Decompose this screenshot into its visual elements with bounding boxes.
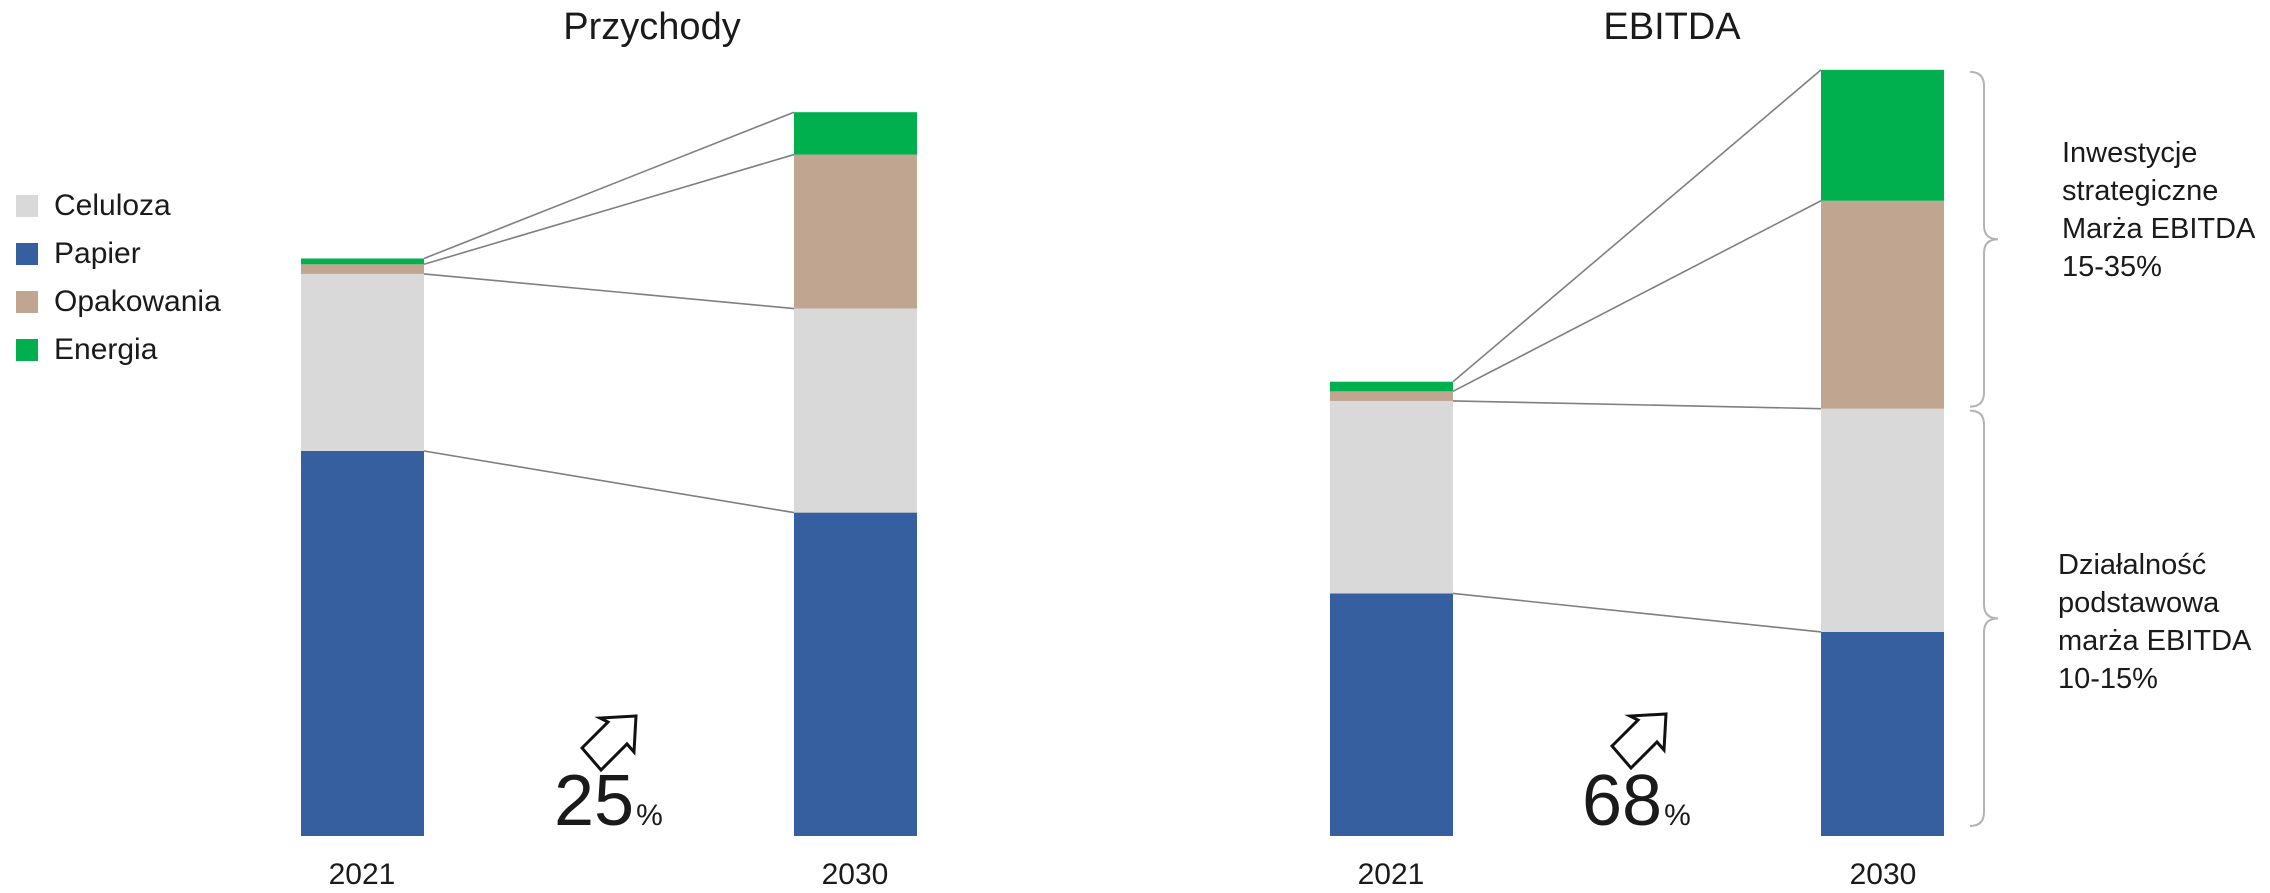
revenue-connector-line bbox=[423, 273, 795, 310]
revenue-growth-unit: % bbox=[636, 799, 663, 832]
bracket-label-line: Marża EBITDA bbox=[2062, 213, 2256, 245]
ebitda-growth-value: 68 bbox=[1582, 761, 1663, 841]
legend-item-celuloza: Celuloza bbox=[16, 182, 221, 230]
ebitda-bar-opakowania-2030 bbox=[1821, 200, 1944, 409]
revenue-bar-opakowania-2021 bbox=[301, 264, 424, 274]
revenue-connector-line bbox=[423, 450, 795, 514]
revenue-bar-energia-2030 bbox=[794, 112, 917, 155]
revenue-growth: 25% bbox=[554, 765, 663, 837]
ebitda-x-tick-2030: 2030 bbox=[1849, 858, 1917, 891]
revenue-chart-title: Przychody bbox=[563, 6, 741, 48]
legend: Celuloza Papier Opakowania Energia bbox=[16, 182, 221, 374]
ebitda-x-tick-2021: 2021 bbox=[1357, 858, 1425, 891]
revenue-connector-line bbox=[423, 111, 795, 260]
revenue-bar-energia-2021 bbox=[301, 258, 424, 265]
legend-swatch-opakowania bbox=[16, 291, 38, 313]
ebitda-connector-line bbox=[1452, 200, 1822, 393]
ebitda-connector-line bbox=[1452, 69, 1822, 383]
arrow-up-right-icon bbox=[1609, 712, 1668, 770]
bracket-label-line: Inwestycje bbox=[2062, 137, 2198, 169]
bracket-strategic bbox=[1969, 70, 1999, 408]
revenue-bar-papier-2030 bbox=[794, 512, 917, 836]
revenue-bar-celuloza-2021 bbox=[301, 273, 424, 451]
legend-item-opakowania: Opakowania bbox=[16, 278, 221, 326]
bracket-label-line: Działalność bbox=[2058, 549, 2207, 581]
legend-swatch-energia bbox=[16, 339, 38, 361]
ebitda-bar-papier-2030 bbox=[1821, 631, 1944, 836]
ebitda-bar-opakowania-2021 bbox=[1330, 391, 1453, 401]
ebitda-bar-celuloza-2021 bbox=[1330, 400, 1453, 594]
ebitda-bar-papier-2021 bbox=[1330, 593, 1453, 836]
legend-swatch-papier bbox=[16, 243, 38, 265]
legend-item-energia: Energia bbox=[16, 326, 221, 374]
ebitda-bar-energia-2021 bbox=[1330, 381, 1453, 392]
ebitda-connector-line bbox=[1452, 592, 1822, 633]
revenue-x-tick-2030: 2030 bbox=[821, 858, 889, 891]
legend-label: Opakowania bbox=[54, 285, 221, 318]
legend-label: Celuloza bbox=[54, 189, 171, 222]
ebitda-growth-unit: % bbox=[1664, 799, 1691, 832]
legend-item-papier: Papier bbox=[16, 230, 221, 278]
bracket-label-line: strategiczne bbox=[2062, 175, 2219, 207]
bracket-core bbox=[1969, 409, 1999, 827]
ebitda-bar-celuloza-2030 bbox=[1821, 408, 1944, 632]
bracket-label-line: 15-35% bbox=[2062, 251, 2162, 283]
bracket-label-line: podstawowa bbox=[2058, 587, 2220, 619]
revenue-bar-opakowania-2030 bbox=[794, 154, 917, 309]
revenue-bar-papier-2021 bbox=[301, 451, 424, 836]
bracket-label-line: marża EBITDA bbox=[2058, 625, 2252, 657]
legend-label: Energia bbox=[54, 333, 158, 366]
revenue-x-tick-2021: 2021 bbox=[328, 858, 396, 891]
bracket-label-core: Działalność podstawowa marża EBITDA 10-1… bbox=[2058, 546, 2251, 698]
revenue-growth-value: 25 bbox=[554, 761, 635, 841]
bracket-label-strategic: Inwestycje strategiczne Marża EBITDA 15-… bbox=[2062, 134, 2255, 286]
ebitda-growth: 68% bbox=[1582, 765, 1691, 837]
legend-swatch-celuloza bbox=[16, 195, 38, 217]
bracket-label-line: 10-15% bbox=[2058, 663, 2158, 695]
ebitda-connector-line bbox=[1452, 400, 1822, 410]
ebitda-bar-energia-2030 bbox=[1821, 69, 1944, 201]
ebitda-chart-title: EBITDA bbox=[1603, 6, 1741, 48]
legend-label: Papier bbox=[54, 237, 141, 270]
revenue-bar-celuloza-2030 bbox=[794, 308, 917, 513]
revenue-connector-line bbox=[423, 153, 795, 266]
arrow-up-right-icon bbox=[579, 714, 638, 772]
